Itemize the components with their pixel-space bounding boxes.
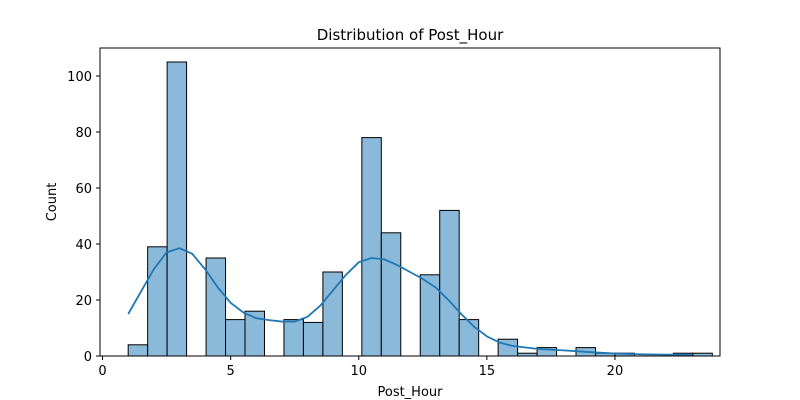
y-axis-ticks: 0 20 40 60 80 100 — [67, 70, 100, 365]
histogram-bar — [322, 271, 343, 357]
y-tick-label: 100 — [67, 70, 92, 85]
histogram-bar — [283, 319, 304, 357]
histogram-bar — [225, 319, 246, 357]
histogram-bar — [205, 257, 227, 357]
histogram-bar — [439, 209, 460, 357]
histogram-bar — [380, 232, 402, 357]
x-tick-label: 10 — [350, 364, 367, 379]
histogram-bars — [127, 61, 713, 357]
x-tick-label: 0 — [98, 364, 106, 379]
histogram-bar — [419, 274, 441, 357]
chart-title: Distribution of Post_Hour — [317, 26, 504, 45]
kde-curve — [127, 247, 692, 356]
histogram-bar — [361, 137, 382, 357]
x-tick-label: 20 — [607, 364, 624, 379]
y-tick-label: 0 — [84, 350, 92, 365]
x-tick-label: 5 — [227, 364, 235, 379]
x-tick-label: 15 — [479, 364, 496, 379]
x-axis-ticks: 0 5 10 15 20 — [98, 356, 623, 379]
y-tick-label: 40 — [75, 238, 92, 253]
y-axis-label: Count — [45, 183, 60, 222]
histogram-bar — [302, 321, 324, 357]
histogram-bar — [127, 344, 149, 357]
y-tick-label: 80 — [75, 126, 92, 141]
plot-frame — [99, 47, 721, 357]
histogram-bar — [497, 338, 519, 357]
x-axis-label: Post_Hour — [377, 385, 443, 400]
histogram-bar — [166, 61, 188, 357]
y-tick-label: 60 — [75, 182, 92, 197]
histogram-bar — [458, 319, 480, 357]
y-tick-label: 20 — [75, 294, 92, 309]
